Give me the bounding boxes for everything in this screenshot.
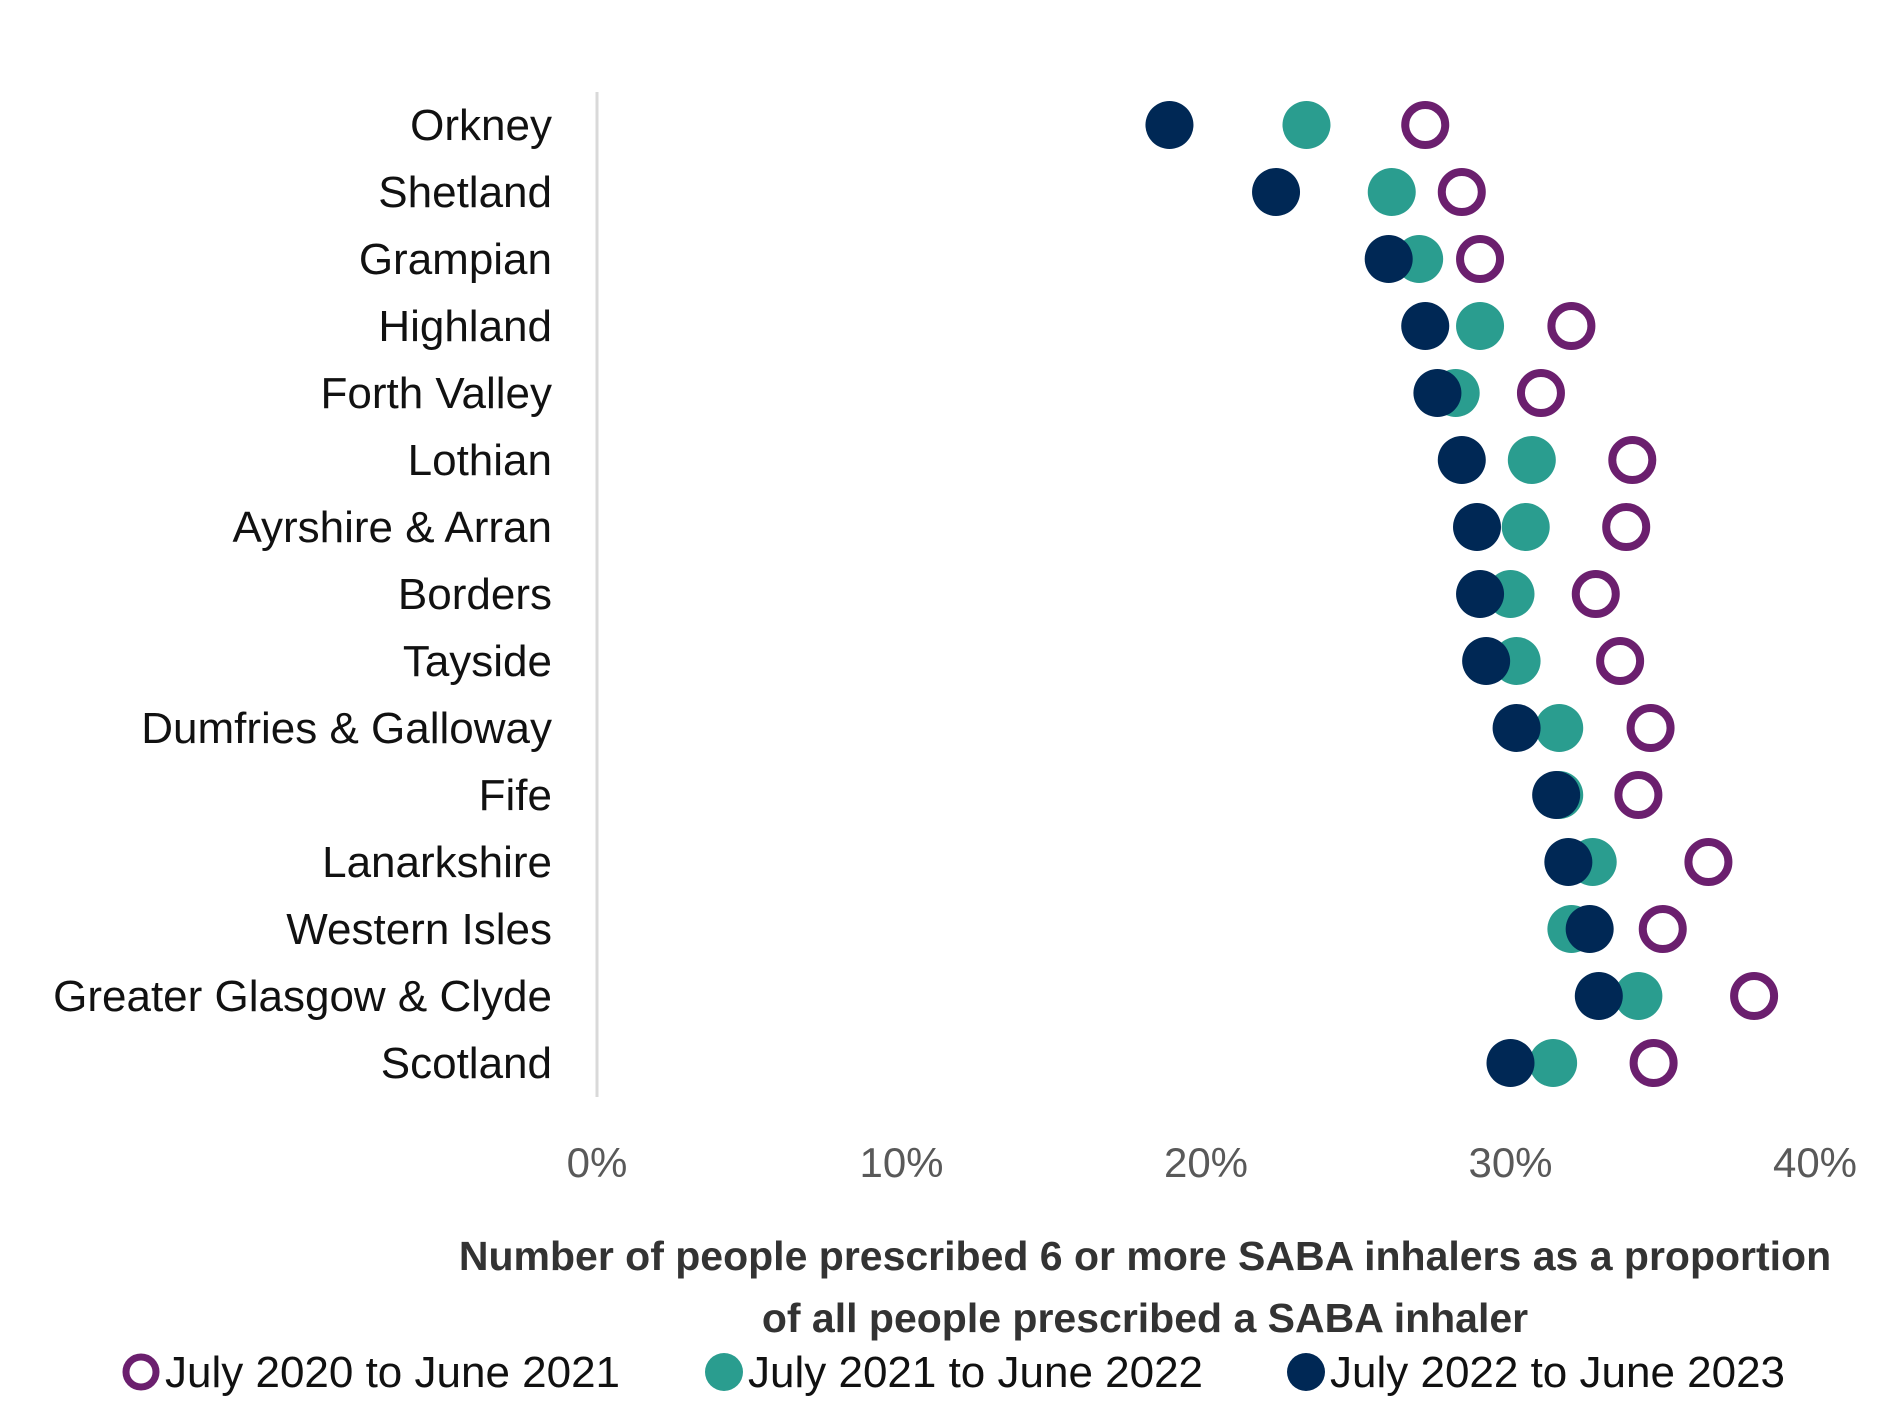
dot-2022-2023 [1145, 101, 1194, 149]
category-label: Borders [398, 570, 552, 619]
dot-2022-2023 [1574, 972, 1623, 1020]
series-2022-2023 [1145, 101, 1623, 1087]
legend-label-2: July 2021 to June 2022 [748, 1348, 1203, 1397]
dot-2022-2023 [1565, 905, 1614, 953]
x-axis-title-line-1: Number of people prescribed 6 or more SA… [459, 1233, 1831, 1279]
dot-2022-2023 [1544, 838, 1593, 886]
legend-marker-2 [705, 1353, 743, 1391]
dot-2020-2021 [1730, 972, 1779, 1020]
dot-2020-2021 [1596, 637, 1645, 685]
dot-2020-2021 [1608, 436, 1657, 484]
dot-2020-2021 [1547, 302, 1596, 350]
dot-2022-2023 [1486, 1039, 1535, 1087]
category-label: Grampian [359, 235, 552, 284]
dot-2021-2022 [1282, 101, 1331, 149]
dot-2022-2023 [1413, 369, 1462, 417]
dot-2021-2022 [1535, 704, 1584, 752]
x-axis-ticks: 0% 10% 20% 30% 40% [567, 1139, 1857, 1186]
dot-2020-2021 [1638, 905, 1687, 953]
dot-2020-2021 [1516, 369, 1565, 417]
dot-2020-2021 [1437, 168, 1486, 216]
category-label: Orkney [410, 101, 552, 150]
category-label: Western Isles [286, 905, 552, 954]
category-label: Ayrshire & Arran [232, 503, 552, 552]
legend-label-3: July 2022 to June 2023 [1330, 1348, 1785, 1397]
category-label: Lanarkshire [322, 838, 552, 887]
dot-2021-2022 [1367, 168, 1416, 216]
dot-2020-2021 [1626, 704, 1675, 752]
dot-2022-2023 [1453, 503, 1502, 551]
dot-2020-2021 [1614, 771, 1663, 819]
dot-2021-2022 [1501, 503, 1550, 551]
x-tick-label: 10% [859, 1139, 943, 1186]
x-axis-title-line-2: of all people prescribed a SABA inhaler [762, 1295, 1528, 1341]
x-tick-label: 20% [1164, 1139, 1248, 1186]
dot-2020-2021 [1571, 570, 1620, 618]
category-label: Scotland [381, 1039, 552, 1088]
category-label: Shetland [378, 168, 552, 217]
dot-2021-2022 [1456, 302, 1505, 350]
dot-2021-2022 [1614, 972, 1663, 1020]
dot-2022-2023 [1492, 704, 1541, 752]
dot-2020-2021 [1456, 235, 1505, 283]
x-tick-label: 0% [567, 1139, 628, 1186]
legend-label-1: July 2020 to June 2021 [165, 1348, 620, 1397]
category-label: Dumfries & Galloway [141, 704, 552, 753]
dot-2021-2022 [1529, 1039, 1578, 1087]
x-tick-label: 40% [1773, 1139, 1857, 1186]
category-label: Tayside [403, 637, 552, 686]
dot-2022-2023 [1462, 637, 1511, 685]
dot-2022-2023 [1401, 302, 1450, 350]
category-label: Highland [378, 302, 552, 351]
legend: July 2020 to June 2021 July 2021 to June … [122, 1348, 1785, 1397]
category-label: Forth Valley [321, 369, 553, 418]
dot-2020-2021 [1629, 1039, 1678, 1087]
dot-2021-2022 [1507, 436, 1556, 484]
dot-2022-2023 [1252, 168, 1301, 216]
dot-2022-2023 [1532, 771, 1581, 819]
category-label: Fife [479, 771, 552, 820]
category-labels: Orkney Shetland Grampian Highland Forth Vall… [53, 101, 552, 1088]
dot-2020-2021 [1401, 101, 1450, 149]
legend-marker-3 [1287, 1353, 1325, 1391]
legend-marker-1 [122, 1353, 160, 1391]
dot-2020-2021 [1602, 503, 1651, 551]
series-2020-2021 [1401, 101, 1779, 1087]
dot-2022-2023 [1437, 436, 1486, 484]
x-tick-label: 30% [1468, 1139, 1552, 1186]
dot-2020-2021 [1684, 838, 1733, 886]
dot-2022-2023 [1456, 570, 1505, 618]
category-label: Lothian [408, 436, 552, 485]
category-label: Greater Glasgow & Clyde [53, 972, 552, 1021]
dot-2022-2023 [1364, 235, 1413, 283]
